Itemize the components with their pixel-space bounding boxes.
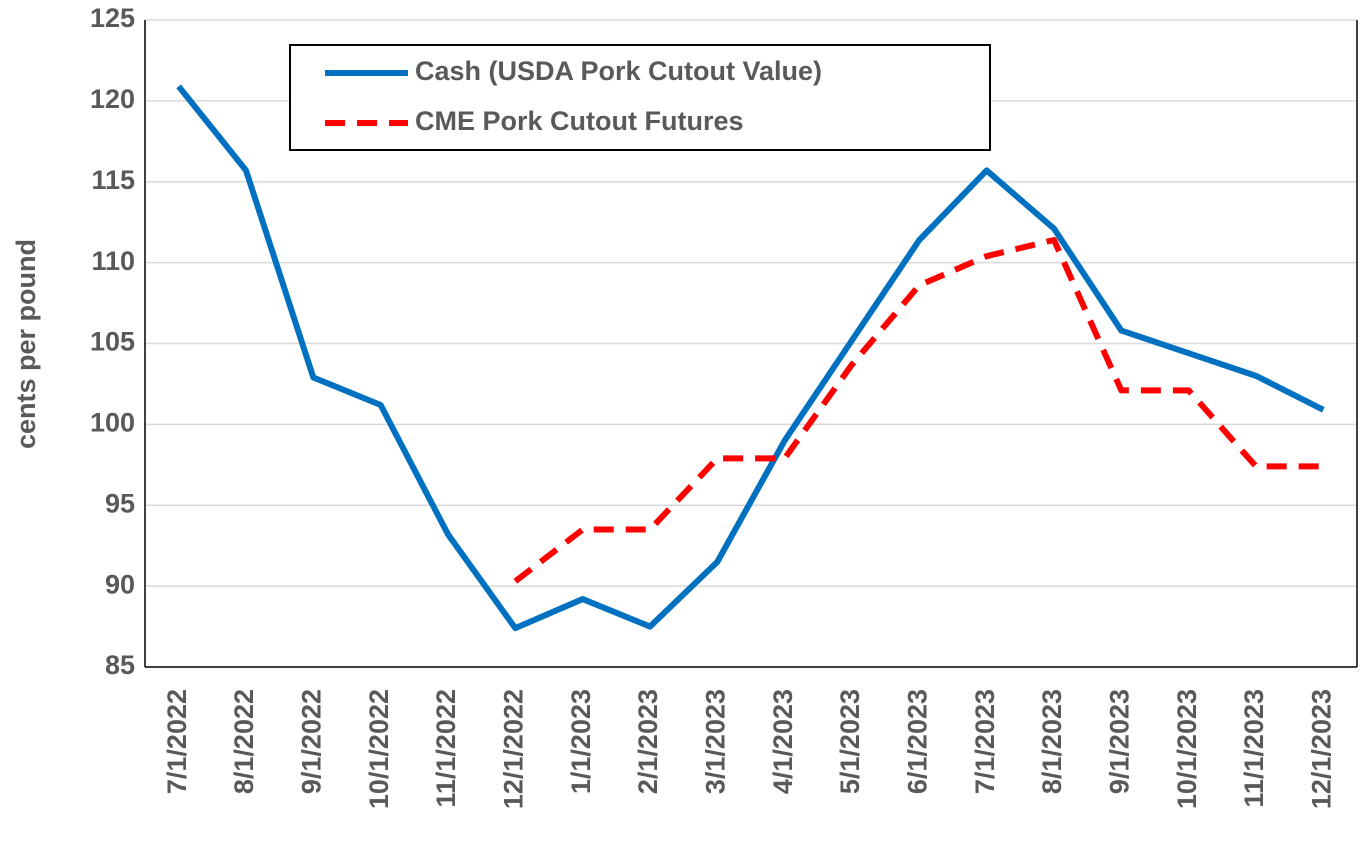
x-tick-label: 3/1/2023 — [700, 689, 730, 794]
x-tick-label: 7/1/2023 — [970, 689, 1000, 794]
x-tick-label: 4/1/2023 — [768, 689, 798, 794]
x-tick-label: 5/1/2023 — [835, 689, 865, 794]
x-tick-label: 9/1/2022 — [296, 689, 326, 794]
x-tick-label: 11/1/2022 — [431, 689, 461, 808]
x-tick-label: 2/1/2023 — [633, 689, 663, 794]
x-tick-label: 11/1/2023 — [1239, 689, 1269, 808]
x-tick-label: 10/1/2023 — [1172, 689, 1202, 809]
y-tick-label: 110 — [91, 246, 135, 276]
legend-label: Cash (USDA Pork Cutout Value) — [415, 56, 822, 86]
x-tick-label: 1/1/2023 — [566, 689, 596, 794]
x-tick-label: 9/1/2023 — [1104, 689, 1134, 794]
x-tick-label: 10/1/2022 — [364, 689, 394, 809]
series-line — [176, 84, 1325, 632]
x-tick-label: 8/1/2022 — [229, 689, 259, 794]
x-tick-label: 12/1/2023 — [1306, 689, 1336, 809]
y-tick-label: 100 — [90, 408, 135, 438]
y-tick-label: 105 — [90, 327, 135, 357]
legend-label: CME Pork Cutout Futures — [415, 106, 744, 136]
legend-box — [289, 44, 991, 151]
y-tick-label: 115 — [91, 165, 135, 195]
series-line — [513, 236, 1324, 584]
y-tick-label: 95 — [105, 488, 135, 518]
x-tick-label: 8/1/2023 — [1037, 689, 1067, 794]
y-tick-label: 85 — [105, 650, 135, 680]
x-tick-label: 6/1/2023 — [902, 689, 932, 794]
y-tick-label: 120 — [90, 84, 135, 114]
y-tick-label: 125 — [90, 3, 135, 33]
y-tick-label: 90 — [105, 569, 135, 599]
y-axis-label: cents per pound — [11, 239, 41, 449]
x-tick-label: 12/1/2022 — [498, 689, 528, 809]
x-tick-label: 7/1/2022 — [162, 689, 192, 794]
